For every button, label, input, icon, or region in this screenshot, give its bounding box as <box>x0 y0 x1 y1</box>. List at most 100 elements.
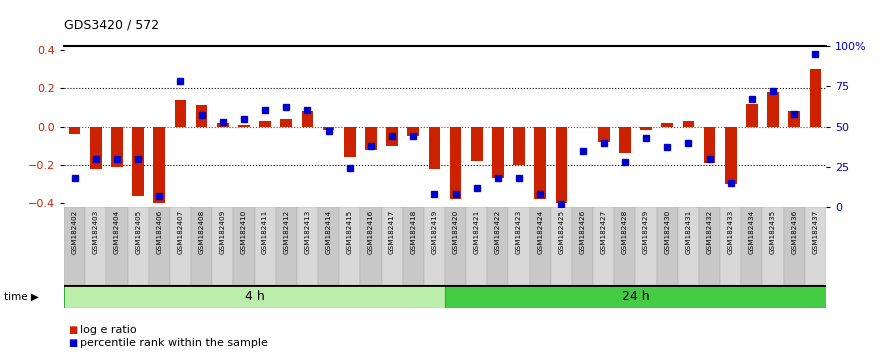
Bar <box>661 123 673 127</box>
Text: GSM182414: GSM182414 <box>326 210 332 255</box>
Bar <box>297 207 318 285</box>
Text: GSM182412: GSM182412 <box>283 210 289 255</box>
Bar <box>386 127 398 146</box>
Text: 4 h: 4 h <box>245 290 264 303</box>
Text: GSM182434: GSM182434 <box>748 210 755 255</box>
Text: GSM182409: GSM182409 <box>220 210 226 255</box>
Bar <box>64 285 445 308</box>
Text: GSM182425: GSM182425 <box>558 210 564 255</box>
Text: GSM182432: GSM182432 <box>707 210 713 255</box>
Bar <box>280 119 292 127</box>
Text: GSM182417: GSM182417 <box>389 210 395 255</box>
Bar <box>64 207 85 285</box>
Bar <box>704 127 716 163</box>
Text: GSM182421: GSM182421 <box>473 210 480 255</box>
Bar <box>360 207 382 285</box>
Text: GSM182405: GSM182405 <box>135 210 142 255</box>
Bar <box>174 100 186 127</box>
Bar <box>170 207 191 285</box>
Text: GSM182436: GSM182436 <box>791 210 797 255</box>
Bar <box>746 104 757 127</box>
Bar <box>763 207 783 285</box>
Bar <box>508 207 530 285</box>
Bar <box>259 121 271 127</box>
Bar <box>429 127 441 169</box>
Bar <box>149 207 170 285</box>
Bar <box>598 127 610 142</box>
Bar <box>449 127 461 199</box>
Text: GSM182403: GSM182403 <box>93 210 99 255</box>
Bar <box>191 207 212 285</box>
Text: GSM182413: GSM182413 <box>304 210 311 255</box>
Bar <box>657 207 678 285</box>
Bar <box>635 207 657 285</box>
Text: GSM182430: GSM182430 <box>664 210 670 255</box>
Bar <box>534 127 546 199</box>
Text: time ▶: time ▶ <box>4 291 38 302</box>
Bar <box>530 207 551 285</box>
Bar <box>619 127 631 153</box>
Text: GSM182423: GSM182423 <box>516 210 522 255</box>
Bar <box>555 127 567 203</box>
Text: GSM182418: GSM182418 <box>410 210 417 255</box>
Bar <box>492 127 504 178</box>
Bar <box>276 207 297 285</box>
Text: GSM182411: GSM182411 <box>263 210 268 255</box>
Bar <box>382 207 402 285</box>
Text: 24 h: 24 h <box>621 290 650 303</box>
Bar <box>365 127 376 149</box>
Bar <box>614 207 635 285</box>
Text: GSM182419: GSM182419 <box>432 210 437 255</box>
Text: GSM182420: GSM182420 <box>453 210 458 255</box>
Bar <box>678 207 699 285</box>
Text: GSM182415: GSM182415 <box>347 210 352 255</box>
Bar <box>69 127 80 134</box>
Bar <box>302 111 313 127</box>
Text: ■: ■ <box>69 338 77 348</box>
Bar <box>445 207 466 285</box>
Text: percentile rank within the sample: percentile rank within the sample <box>80 338 268 348</box>
Bar <box>593 207 614 285</box>
Bar <box>551 207 572 285</box>
Text: GSM182424: GSM182424 <box>538 210 543 255</box>
Bar <box>514 127 525 165</box>
Bar <box>471 127 482 161</box>
Bar <box>339 207 360 285</box>
Bar <box>212 207 233 285</box>
Bar <box>196 105 207 127</box>
Text: GSM182437: GSM182437 <box>813 210 818 255</box>
Bar <box>767 92 779 127</box>
Bar <box>683 121 694 127</box>
Text: GDS3420 / 572: GDS3420 / 572 <box>64 19 159 32</box>
Bar <box>724 127 737 184</box>
Bar <box>85 207 107 285</box>
Text: GSM182422: GSM182422 <box>495 210 501 255</box>
Text: GSM182428: GSM182428 <box>622 210 627 255</box>
Bar <box>572 207 593 285</box>
Text: GSM182435: GSM182435 <box>770 210 776 255</box>
Bar <box>344 127 356 157</box>
Bar <box>810 69 821 127</box>
Bar <box>127 207 149 285</box>
Bar <box>90 127 101 169</box>
Bar <box>408 127 419 136</box>
Bar <box>805 207 826 285</box>
Bar <box>233 207 255 285</box>
Text: GSM182429: GSM182429 <box>643 210 649 255</box>
Text: GSM182402: GSM182402 <box>72 210 77 255</box>
Text: GSM182431: GSM182431 <box>685 210 692 255</box>
Bar <box>217 123 229 127</box>
Text: ■: ■ <box>69 325 77 335</box>
Text: GSM182410: GSM182410 <box>241 210 247 255</box>
Bar <box>318 207 339 285</box>
Bar <box>741 207 763 285</box>
Bar <box>107 207 127 285</box>
Bar <box>488 207 508 285</box>
Bar <box>640 127 651 130</box>
Text: GSM182408: GSM182408 <box>198 210 205 255</box>
Text: GSM182404: GSM182404 <box>114 210 120 255</box>
Bar <box>255 207 276 285</box>
Bar <box>111 127 123 167</box>
Text: GSM182426: GSM182426 <box>579 210 586 255</box>
Bar <box>133 127 144 195</box>
